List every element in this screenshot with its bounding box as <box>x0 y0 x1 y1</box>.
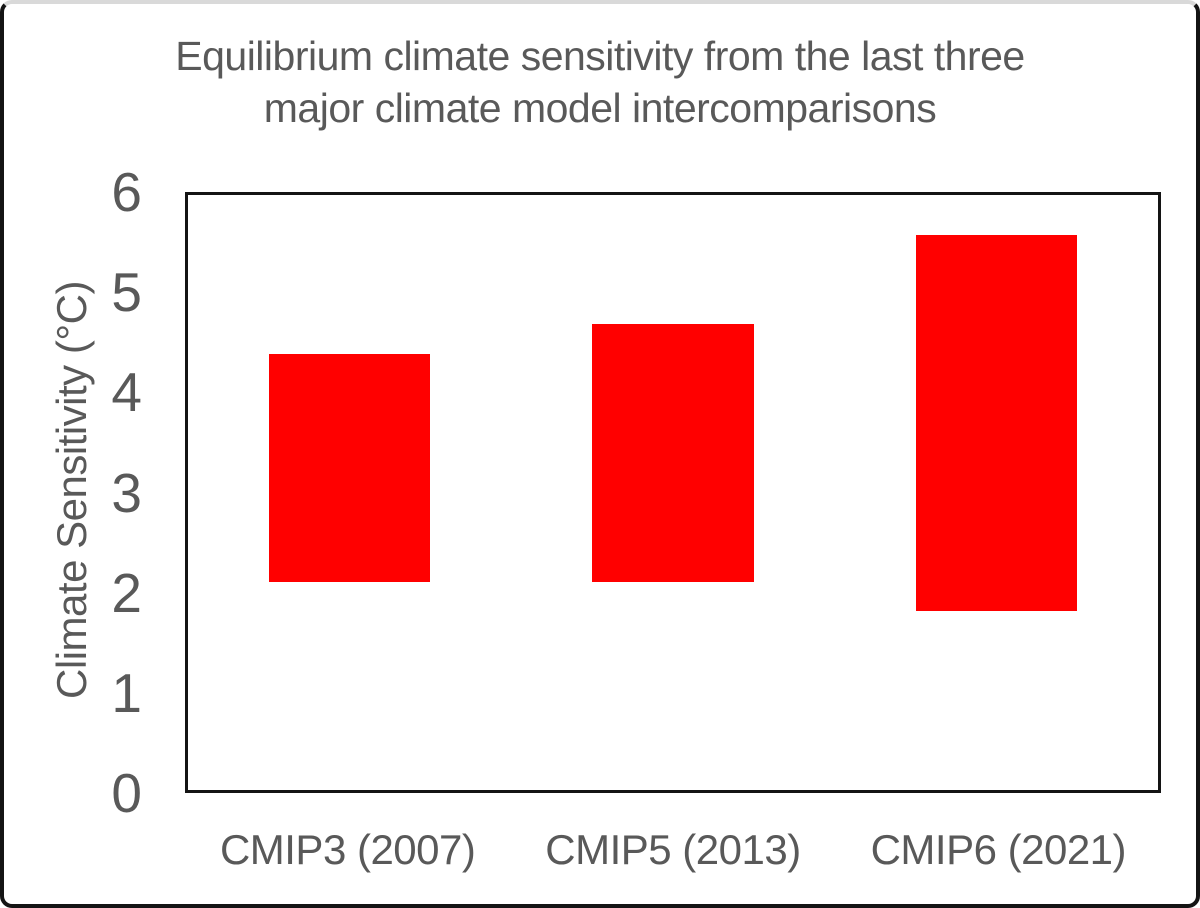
chart-title-line-1: Equilibrium climate sensitivity from the… <box>175 33 1025 79</box>
x-category-label: CMIP3 (2007) <box>219 826 476 873</box>
x-category-label: CMIP6 (2021) <box>870 826 1127 873</box>
y-tick-label: 6 <box>111 161 142 223</box>
x-axis-category-labels: CMIP3 (2007) CMIP5 (2013) CMIP6 (2021) <box>185 822 1161 878</box>
range-bar <box>592 323 754 582</box>
y-tick-label: 2 <box>111 561 142 624</box>
y-tick-label: 5 <box>111 261 142 324</box>
y-tick-label: 1 <box>111 661 142 724</box>
y-tick-label: 3 <box>111 461 142 524</box>
range-bar <box>268 353 431 582</box>
x-category-label: CMIP5 (2013) <box>545 826 801 873</box>
chart-title: Equilibrium climate sensitivity from the… <box>0 30 1200 134</box>
y-axis-tick-labels: 0 1 2 3 4 5 6 <box>0 161 142 824</box>
y-tick-label: 0 <box>111 762 142 824</box>
plot-area <box>185 192 1161 793</box>
y-tick-label: 4 <box>111 361 142 424</box>
range-bar <box>915 234 1078 612</box>
chart-title-line-2: major climate model intercomparisons <box>263 85 937 131</box>
